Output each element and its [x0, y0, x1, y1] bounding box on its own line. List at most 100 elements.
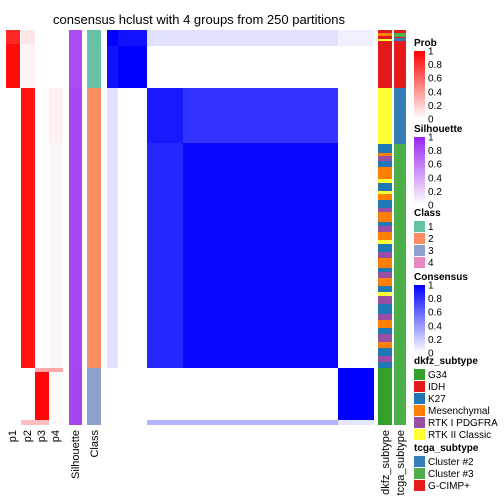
consensus-cell [107, 30, 118, 46]
silhouette-cell [69, 88, 82, 368]
dkfz-cell [378, 240, 392, 244]
dkfz-cell [378, 183, 392, 191]
consensus-cell [118, 46, 147, 88]
legend-item-label: Mesenchymal [428, 406, 490, 417]
dkfz-cell [378, 258, 392, 268]
consensus-cell [338, 30, 374, 46]
legend-tick-label: 0.6 [428, 160, 442, 171]
legend-item-label: 3 [428, 246, 434, 257]
dkfz-cell [378, 156, 392, 161]
class-cell [87, 368, 101, 425]
dkfz-cell [378, 194, 392, 200]
legend-tick-label: 0.4 [428, 321, 442, 332]
legend-tick-label: 0.6 [428, 308, 442, 319]
consensus-block-3 [338, 368, 374, 420]
tcga-cell [394, 30, 406, 88]
dkfz-cell [378, 208, 392, 212]
dkfz-cell [378, 39, 392, 41]
column-label: dkfz_subtype [380, 430, 392, 495]
legend-item-label: 1 [428, 222, 434, 233]
legend-tick-label: 0 [428, 349, 434, 360]
tcga-cell [394, 144, 406, 368]
column-label: tcga_subtype [395, 430, 407, 495]
plot-area [6, 30, 406, 425]
dkfz-cell [378, 161, 392, 167]
legend-gradient-bar [414, 137, 425, 205]
consensus-block-2b [183, 143, 338, 368]
dkfz-cell [378, 147, 392, 153]
dkfz-cell [378, 167, 392, 179]
dkfz-cell [378, 200, 392, 208]
legend-tick-label: 1 [428, 281, 434, 292]
prob-cell-p3 [35, 368, 63, 372]
dkfz-cell [378, 292, 392, 296]
dkfz-cell [378, 88, 392, 144]
legend-item-label: G-CIMP+ [428, 481, 470, 492]
legend-tick-label: 0.2 [428, 335, 442, 346]
column-label: p2 [22, 430, 34, 442]
legend-tick-label: 0 [428, 115, 434, 126]
legend-item-label: 2 [428, 234, 434, 245]
dkfz-cell [378, 191, 392, 194]
legend-item-label: RTK II Classic [428, 430, 491, 441]
legend-tick-label: 1 [428, 47, 434, 58]
class-cell [87, 30, 101, 88]
legend-tick-label: 0.8 [428, 294, 442, 305]
consensus-block-2b-2a [147, 143, 183, 368]
legend-swatch [414, 245, 425, 256]
prob-cell-p2 [21, 30, 35, 44]
dkfz-cell [378, 144, 392, 147]
legend-item-label: IDH [428, 382, 445, 393]
class-cell [87, 88, 101, 368]
legend-swatch [414, 456, 425, 467]
consensus-cell [107, 88, 118, 368]
prob-cell-p1 [6, 30, 20, 44]
dkfz-cell [378, 222, 392, 226]
prob-cell-p1 [6, 88, 20, 368]
dkfz-cell [378, 179, 392, 183]
dkfz-cell [378, 328, 392, 334]
dkfz-cell [378, 232, 392, 240]
prob-cell-p4 [49, 88, 63, 143]
prob-cell-p2 [21, 30, 35, 88]
dkfz-cell [378, 362, 392, 368]
legend-item-label: RTK I PDGFRA [428, 418, 498, 429]
dkfz-cell [378, 296, 392, 304]
dkfz-cell [378, 314, 392, 320]
consensus-cell [147, 30, 338, 46]
dkfz-cell [378, 153, 392, 156]
legend-tick-label: 0.8 [428, 60, 442, 71]
legend-swatch [414, 233, 425, 244]
dkfz-cell [378, 252, 392, 258]
dkfz-cell [378, 33, 392, 36]
legend-swatch [414, 429, 425, 440]
dkfz-cell [378, 342, 392, 348]
legend-swatch [414, 405, 425, 416]
column-label: Class [89, 430, 101, 458]
legend-swatch [414, 393, 425, 404]
legend-panel: Prob10.80.60.40.20Silhouette10.80.60.40.… [414, 38, 498, 492]
dkfz-cell [378, 278, 392, 286]
prob-cell-p2 [21, 368, 35, 425]
legend-title: Consensus [414, 272, 468, 283]
dkfz-cell [378, 30, 392, 88]
dkfz-cell [378, 334, 392, 342]
consensus-block-2a-2b [183, 88, 338, 143]
legend-gradient-bar [414, 51, 425, 119]
legend-tick-label: 1 [428, 133, 434, 144]
legend-title: tcga_subtype [414, 443, 479, 454]
legend-swatch [414, 381, 425, 392]
legend-gradient-bar [414, 285, 425, 353]
dkfz-cell [378, 320, 392, 328]
prob-cell-p4 [49, 88, 63, 368]
consensus-cell [147, 420, 338, 425]
legend-title: Class [414, 208, 441, 219]
prob-cell-p3 [35, 30, 49, 88]
legend-swatch [414, 257, 425, 268]
legend-swatch [414, 221, 425, 232]
silhouette-cell [69, 368, 82, 425]
tcga-cell [394, 38, 406, 41]
legend-swatch [414, 417, 425, 428]
legend-title: dkfz_subtype [414, 356, 478, 367]
legend-swatch [414, 480, 425, 491]
